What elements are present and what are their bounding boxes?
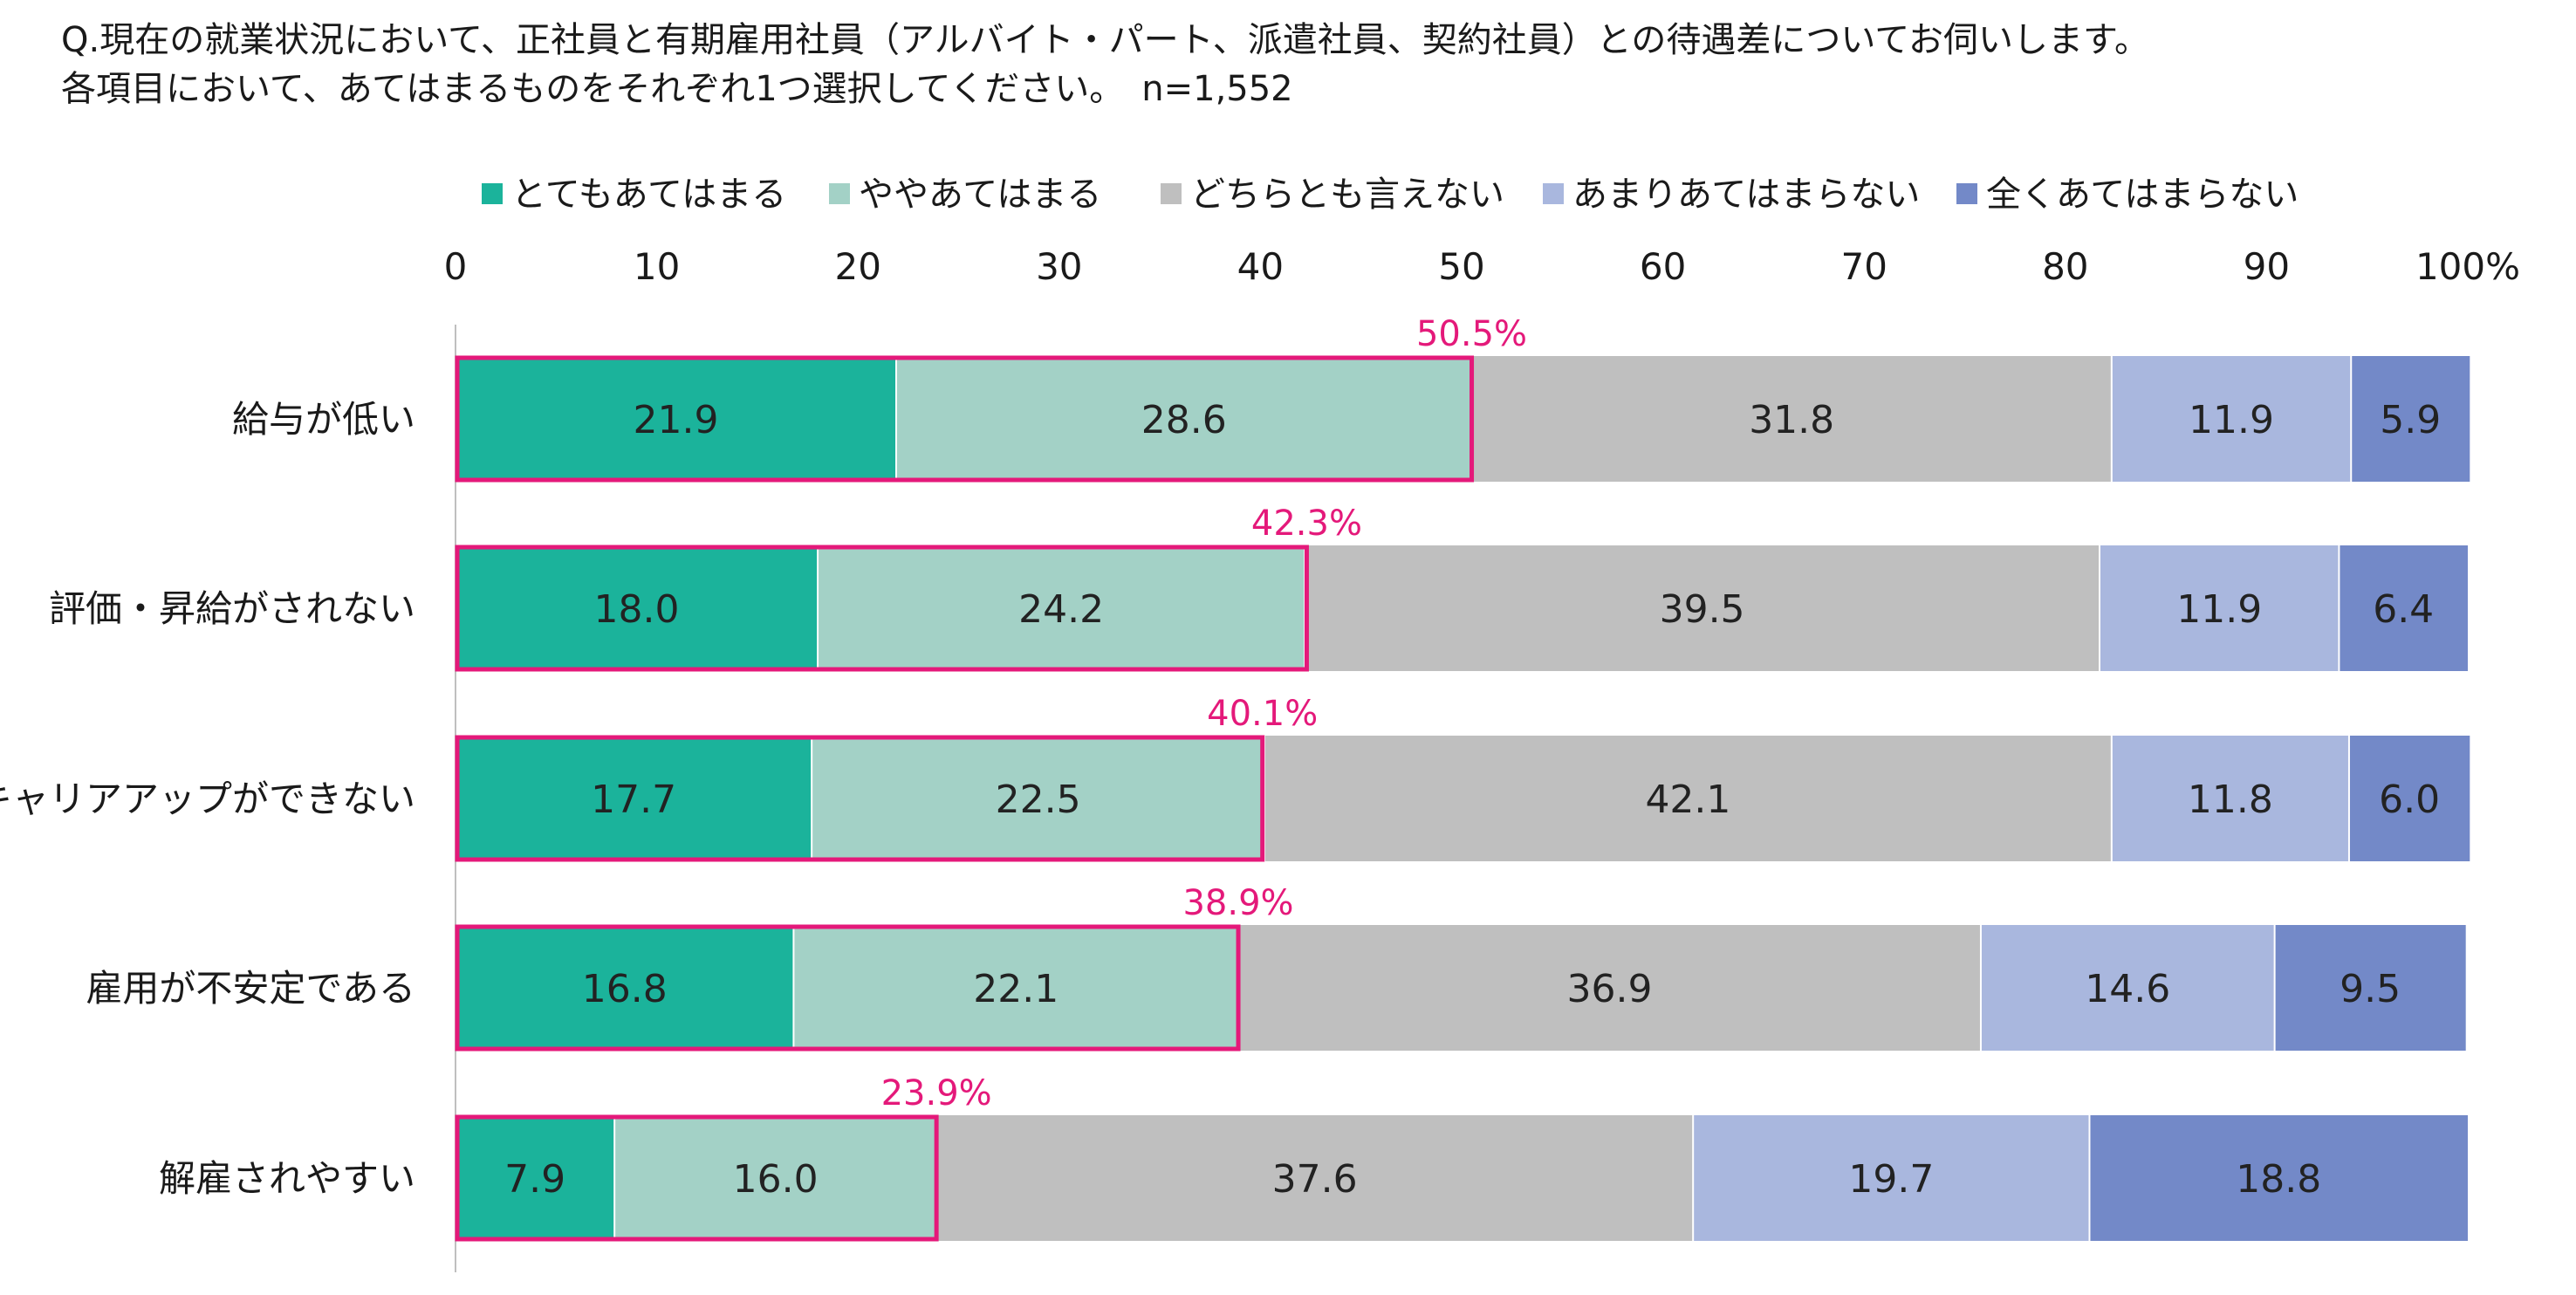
x-tick-label-0: 0	[444, 245, 468, 288]
bar-segment-1-2	[896, 356, 1472, 482]
data-label-2-5: 6.4	[2373, 587, 2434, 632]
bar-segment-3-5	[2348, 736, 2470, 861]
x-tick-label-4: 40	[1237, 245, 1284, 288]
data-label-5-4: 19.7	[1848, 1157, 1934, 1202]
plot-area: 給与が低い 21.9 28.6 31.8 11.9 5.9 50.5% 評価・昇給がされない 1…	[0, 314, 2470, 1242]
highlight-total-5: 23.9%	[881, 1073, 992, 1113]
bar-segment-2-5	[2339, 545, 2468, 671]
data-label-1-5: 5.9	[2380, 398, 2441, 442]
x-tick-label-1: 10	[634, 245, 680, 288]
category-label-4: 雇用が不安定である	[86, 967, 415, 1010]
bar-segment-5-4	[1693, 1115, 2090, 1241]
legend-swatch-1	[482, 183, 503, 204]
bar-segment-1-4	[2111, 356, 2352, 482]
data-label-3-4: 11.8	[2188, 778, 2273, 822]
data-label-1-3: 31.8	[1749, 398, 1834, 442]
data-label-2-2: 24.2	[1018, 587, 1104, 632]
x-tick-label-6: 60	[1640, 245, 1686, 288]
bar-segment-4-1	[456, 925, 794, 1051]
question-text: Q.現在の就業状況において、正社員と有期雇用社員（アルバイト・パート、派遣社員、…	[61, 16, 2557, 113]
x-tick-label-2: 20	[834, 245, 880, 288]
question-line-2: 各項目において、あてはまるものをそれぞれ1つ選択してください。 n=1,552	[61, 69, 1293, 109]
highlight-box-5	[455, 1114, 939, 1242]
bar-segment-2-2	[818, 545, 1305, 671]
category-label-3: キャリアアップができない	[0, 778, 415, 820]
data-label-5-5: 18.8	[2236, 1157, 2321, 1202]
x-tick-label-3: 30	[1036, 245, 1082, 288]
data-label-5-2: 16.0	[733, 1157, 819, 1202]
bar-segment-2-1	[456, 545, 819, 671]
bar-row-4: 雇用が不安定である 16.8 22.1 36.9 14.6 9.5 38.9%	[86, 883, 2466, 1052]
highlight-box-3	[455, 735, 1265, 862]
data-label-4-3: 36.9	[1567, 967, 1653, 1011]
bar-segment-4-5	[2274, 925, 2466, 1051]
bar-segment-4-4	[1980, 925, 2275, 1051]
data-label-1-4: 11.9	[2189, 398, 2274, 442]
data-label-2-4: 11.9	[2176, 587, 2262, 632]
x-axis: 0 10 20 30 40 50 60 70 80 90 100%	[444, 245, 2520, 1272]
category-label-1: 給与が低い	[232, 398, 415, 441]
x-tick-label-9: 90	[2244, 245, 2290, 288]
data-label-4-4: 14.6	[2085, 967, 2170, 1011]
data-label-1-1: 21.9	[634, 398, 719, 442]
bar-segment-3-3	[1264, 736, 2112, 861]
bar-segment-3-2	[812, 736, 1265, 861]
bar-segment-5-3	[936, 1115, 1694, 1241]
data-label-4-5: 9.5	[2340, 967, 2401, 1011]
bar-segment-3-4	[2111, 736, 2349, 861]
legend-label-4: あまりあてはまらない	[1572, 175, 1920, 215]
bar-segment-5-2	[614, 1115, 937, 1241]
legend-swatch-2	[829, 183, 850, 204]
bar-row-1: 給与が低い 21.9 28.6 31.8 11.9 5.9 50.5%	[232, 314, 2470, 483]
highlight-total-2: 42.3%	[1251, 504, 1362, 544]
data-label-4-1: 16.8	[582, 967, 668, 1011]
bar-segment-4-3	[1238, 925, 1981, 1051]
data-label-5-1: 7.9	[504, 1157, 565, 1202]
bar-segment-2-3	[1305, 545, 2100, 671]
x-tick-label-8: 80	[2042, 245, 2088, 288]
bar-row-3: キャリアアップができない 17.7 22.5 42.1 11.8 6.0 40.1%	[0, 694, 2470, 862]
bar-segment-1-1	[456, 356, 897, 482]
x-tick-label-10: 100%	[2415, 245, 2520, 288]
highlight-box-2	[455, 545, 1309, 672]
data-label-3-2: 22.5	[996, 778, 1081, 822]
bar-segment-4-2	[793, 925, 1239, 1051]
category-label-2: 評価・昇給がされない	[49, 587, 415, 630]
bar-row-2: 評価・昇給がされない 18.0 24.2 39.5 11.9 6.4 42.3%	[49, 504, 2468, 672]
highlight-total-3: 40.1%	[1207, 694, 1318, 734]
highlight-box-4	[455, 924, 1241, 1052]
bar-segment-5-1	[456, 1115, 615, 1241]
data-label-3-1: 17.7	[591, 778, 676, 822]
data-label-1-2: 28.6	[1141, 398, 1227, 442]
data-label-4-2: 22.1	[973, 967, 1058, 1011]
bar-segment-1-3	[1471, 356, 2112, 482]
bar-segment-1-5	[2351, 356, 2470, 482]
legend-swatch-3	[1161, 183, 1182, 204]
data-label-3-5: 6.0	[2379, 778, 2440, 822]
legend-label-3: どちらとも言えない	[1190, 175, 1504, 215]
bar-segment-2-4	[2100, 545, 2340, 671]
highlight-box-1	[455, 355, 1475, 483]
question-line-1: Q.現在の就業状況において、正社員と有期雇用社員（アルバイト・パート、派遣社員、…	[61, 20, 2149, 60]
x-tick-label-5: 50	[1438, 245, 1484, 288]
x-tick-label-7: 70	[1840, 245, 1887, 288]
legend-label-1: とてもあてはまる	[511, 175, 786, 215]
legend-swatch-5	[1956, 183, 1977, 204]
legend-label-5: 全くあてはまらない	[1986, 175, 2299, 215]
data-label-2-3: 39.5	[1660, 587, 1745, 632]
data-label-2-1: 18.0	[594, 587, 680, 632]
bar-row-5: 解雇されやすい 7.9 16.0 37.6 19.7 18.8 23.9%	[159, 1073, 2468, 1242]
bar-segment-3-1	[456, 736, 812, 861]
legend-label-2: ややあてはまる	[859, 175, 1101, 215]
data-label-3-3: 42.1	[1645, 778, 1730, 822]
legend-swatch-4	[1543, 183, 1564, 204]
data-label-5-3: 37.6	[1272, 1157, 1358, 1202]
highlight-total-1: 50.5%	[1416, 314, 1527, 354]
category-label-5: 解雇されやすい	[159, 1157, 415, 1200]
bar-segment-5-5	[2089, 1115, 2468, 1241]
chart-legend: とてもあてはまる ややあてはまる どちらとも言えない あまりあてはまらない 全くあてはま…	[482, 175, 2299, 215]
highlight-total-4: 38.9%	[1182, 883, 1293, 923]
